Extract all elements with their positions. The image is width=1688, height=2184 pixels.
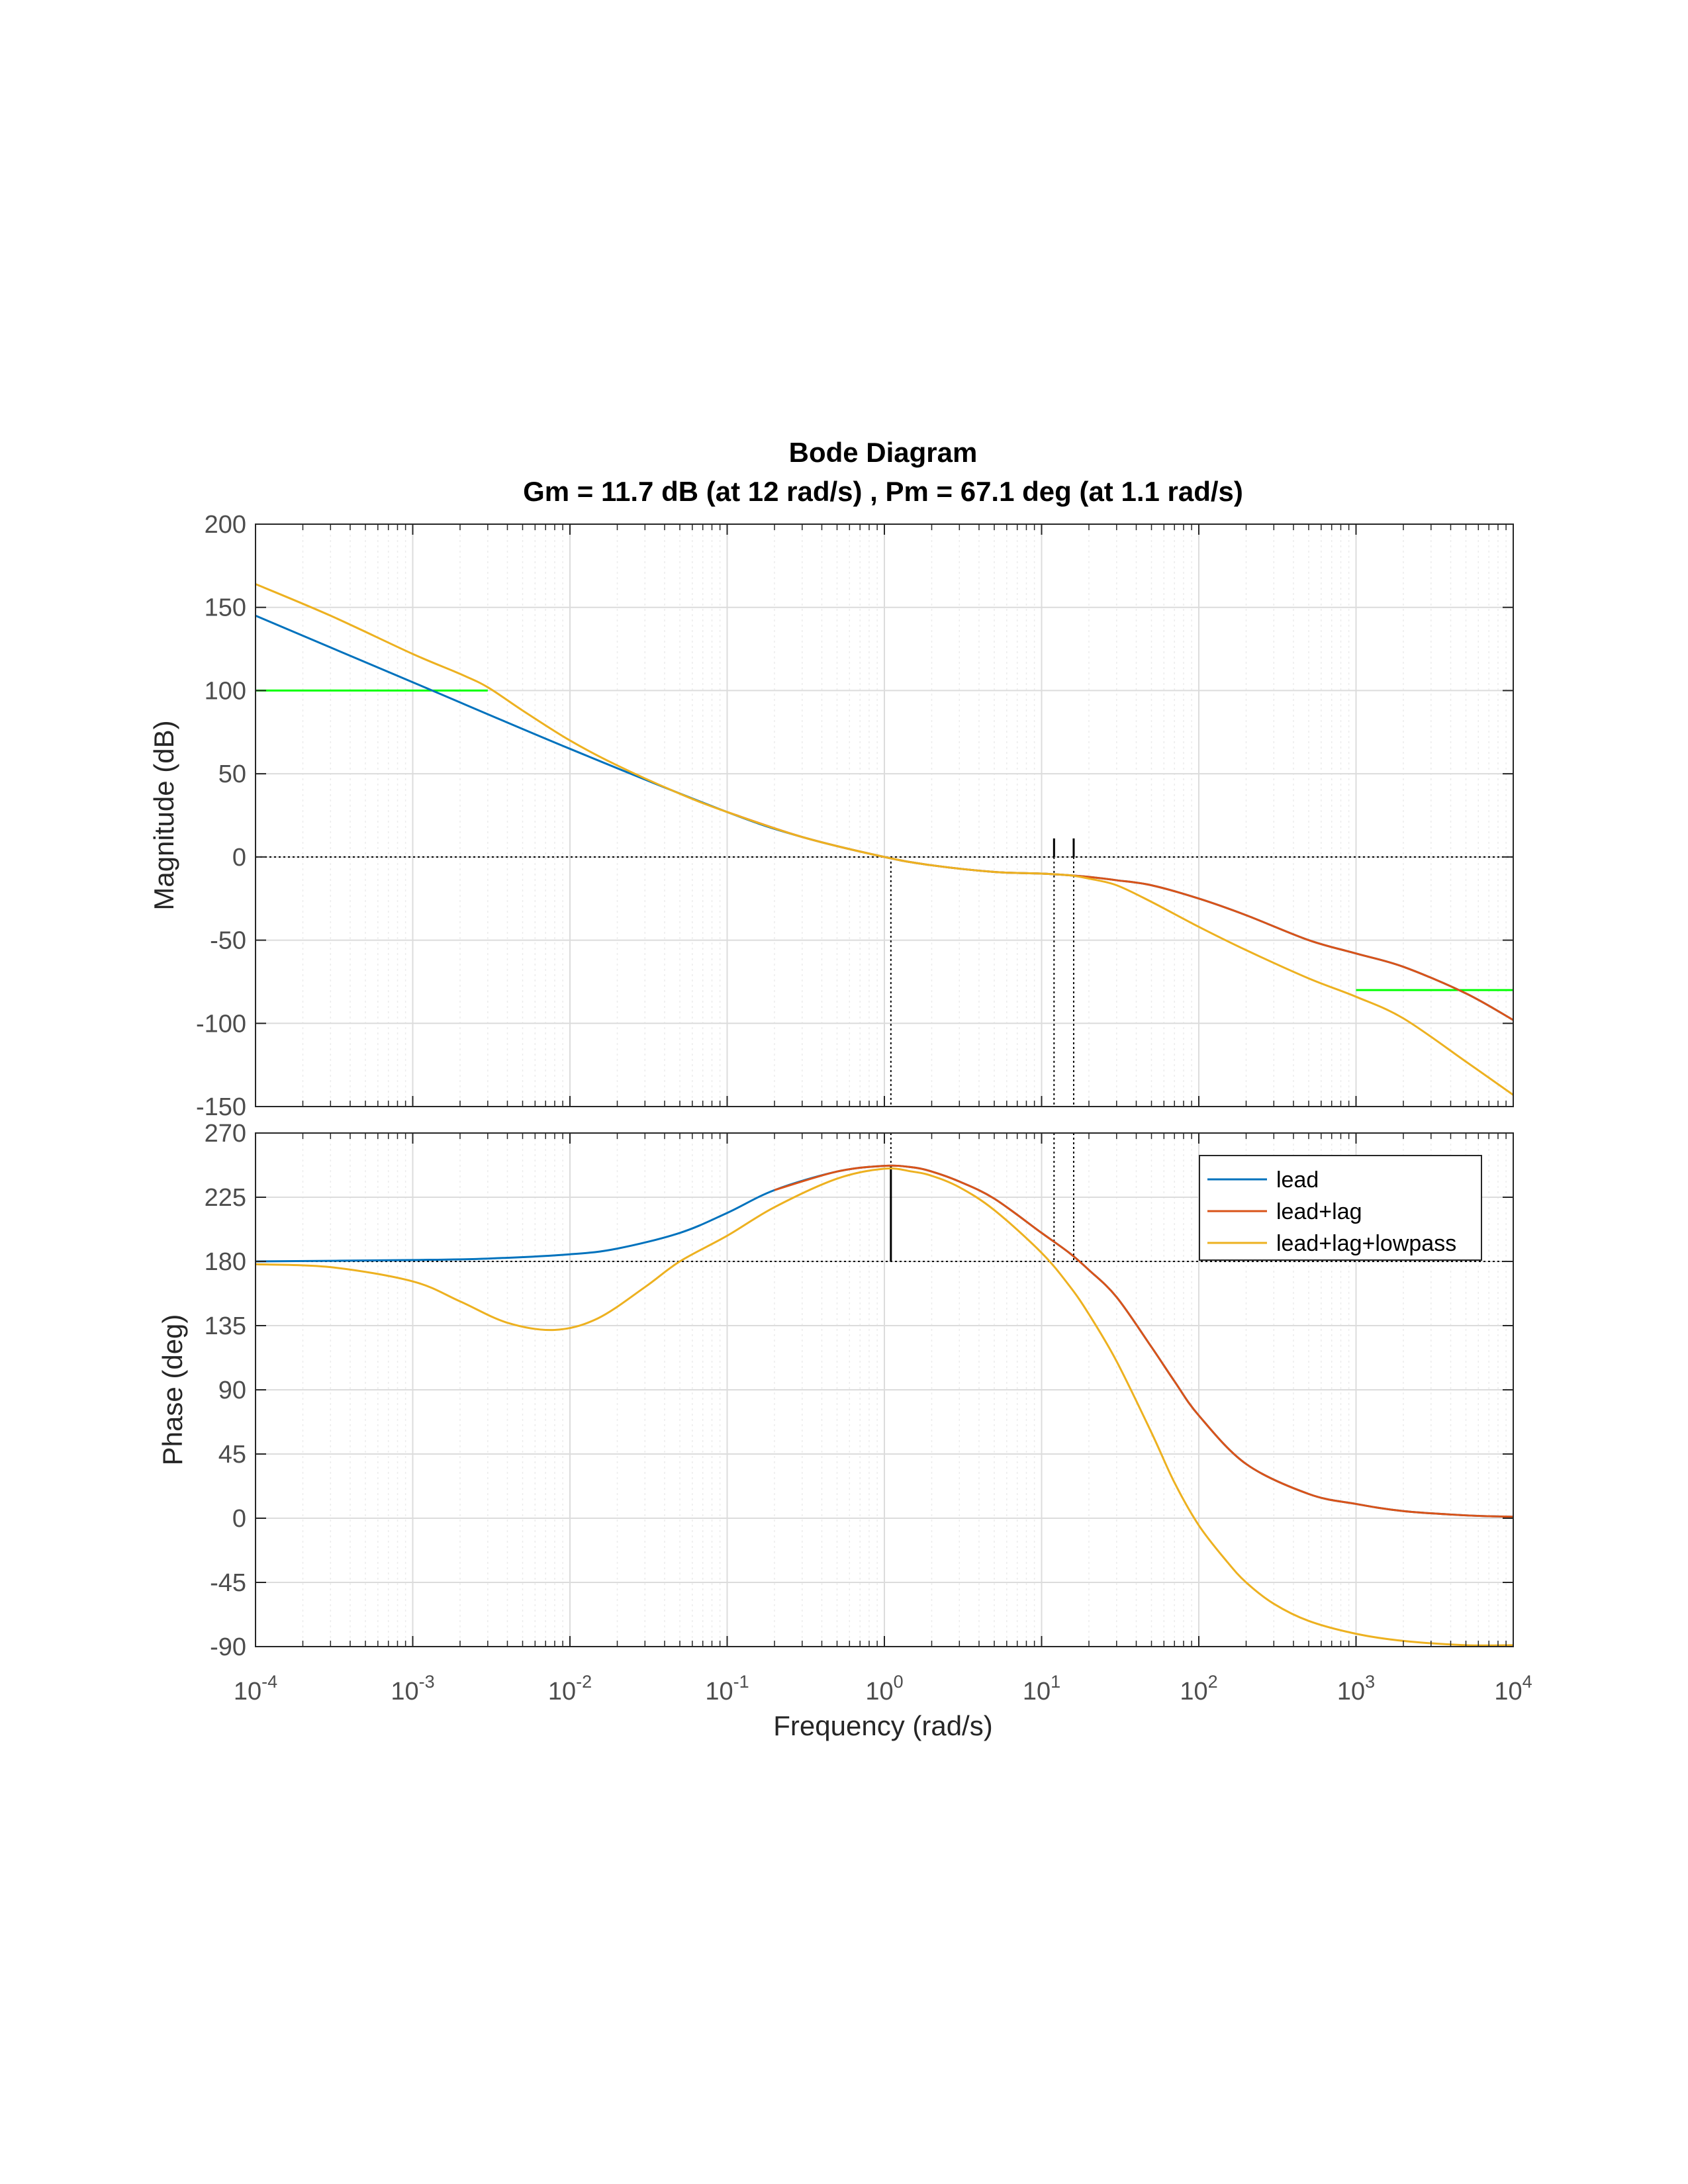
y-tick-label: 135 xyxy=(205,1312,246,1340)
y-tick-label: -100 xyxy=(196,1010,246,1038)
magnitude-grid xyxy=(255,523,1514,1107)
series-lead-lag-lowpass xyxy=(255,1167,1514,1647)
x-tick-label: 10-3 xyxy=(391,1672,434,1706)
magnitude-margin-markers xyxy=(256,838,1513,1107)
series-lead-lag-lowpass xyxy=(255,583,1514,1096)
magnitude-y-axis-label: Magnitude (dB) xyxy=(148,720,179,910)
magnitude-y-tick-labels: 200 150 100 50 0 -50 -100 -150 xyxy=(196,511,1513,1121)
y-tick-label: 150 xyxy=(205,594,246,622)
y-tick-label: -90 xyxy=(210,1633,246,1661)
legend-label-lead: lead xyxy=(1276,1167,1319,1193)
chart-title: Bode Diagram xyxy=(789,437,978,468)
y-tick-label: 0 xyxy=(232,1505,246,1533)
legend: lead lead+lag lead+lag+lowpass xyxy=(1199,1155,1482,1261)
y-tick-label: 45 xyxy=(218,1441,246,1469)
y-tick-label: -150 xyxy=(196,1093,246,1121)
x-tick-label: 10-1 xyxy=(705,1672,749,1706)
phase-y-tick-labels: 270 225 180 135 90 45 0 -45 -90 xyxy=(205,1120,1513,1661)
phase-y-axis-label: Phase (deg) xyxy=(157,1314,188,1466)
x-tick-label: 104 xyxy=(1494,1672,1532,1706)
magnitude-series xyxy=(255,583,1514,1096)
x-tick-label: 103 xyxy=(1337,1672,1375,1706)
series-lead-lag xyxy=(774,1164,1514,1518)
x-tick-label: 10-2 xyxy=(548,1672,592,1706)
phase-series xyxy=(255,1164,1514,1647)
legend-label-lead-lag-lowpass: lead+lag+lowpass xyxy=(1276,1231,1456,1256)
y-tick-label: 90 xyxy=(218,1377,246,1404)
x-tick-label: 102 xyxy=(1180,1672,1217,1706)
y-tick-label: 180 xyxy=(205,1248,246,1276)
magnitude-axes-box xyxy=(255,523,1514,1107)
legend-label-lead-lag: lead+lag xyxy=(1276,1199,1362,1224)
y-tick-label: -45 xyxy=(210,1569,246,1597)
x-tick-label: 10-4 xyxy=(234,1672,277,1706)
y-tick-label: 270 xyxy=(205,1120,246,1148)
magnitude-panel: 200 150 100 50 0 -50 -100 -150 Magnitude (dB) xyxy=(148,511,1514,1121)
phase-panel: 270 225 180 135 90 45 0 -45 -90 Phase (deg) lead… xyxy=(157,1120,1514,1661)
x-axis-label: Frequency (rad/s) xyxy=(773,1710,992,1741)
y-tick-label: -50 xyxy=(210,927,246,955)
x-tick-label: 100 xyxy=(865,1672,903,1706)
y-tick-label: 200 xyxy=(205,511,246,539)
x-tick-labels: 10-4 10-3 10-2 10-1 100 101 102 103 104 xyxy=(234,1672,1532,1706)
y-tick-label: 0 xyxy=(232,844,246,872)
x-tick-label: 101 xyxy=(1023,1672,1060,1706)
y-tick-label: 225 xyxy=(205,1184,246,1212)
phase-margin-markers xyxy=(256,1133,1513,1262)
y-tick-label: 50 xyxy=(218,760,246,788)
chart-subtitle: Gm = 11.7 dB (at 12 rad/s) , Pm = 67.1 d… xyxy=(523,476,1243,507)
y-tick-label: 100 xyxy=(205,677,246,705)
